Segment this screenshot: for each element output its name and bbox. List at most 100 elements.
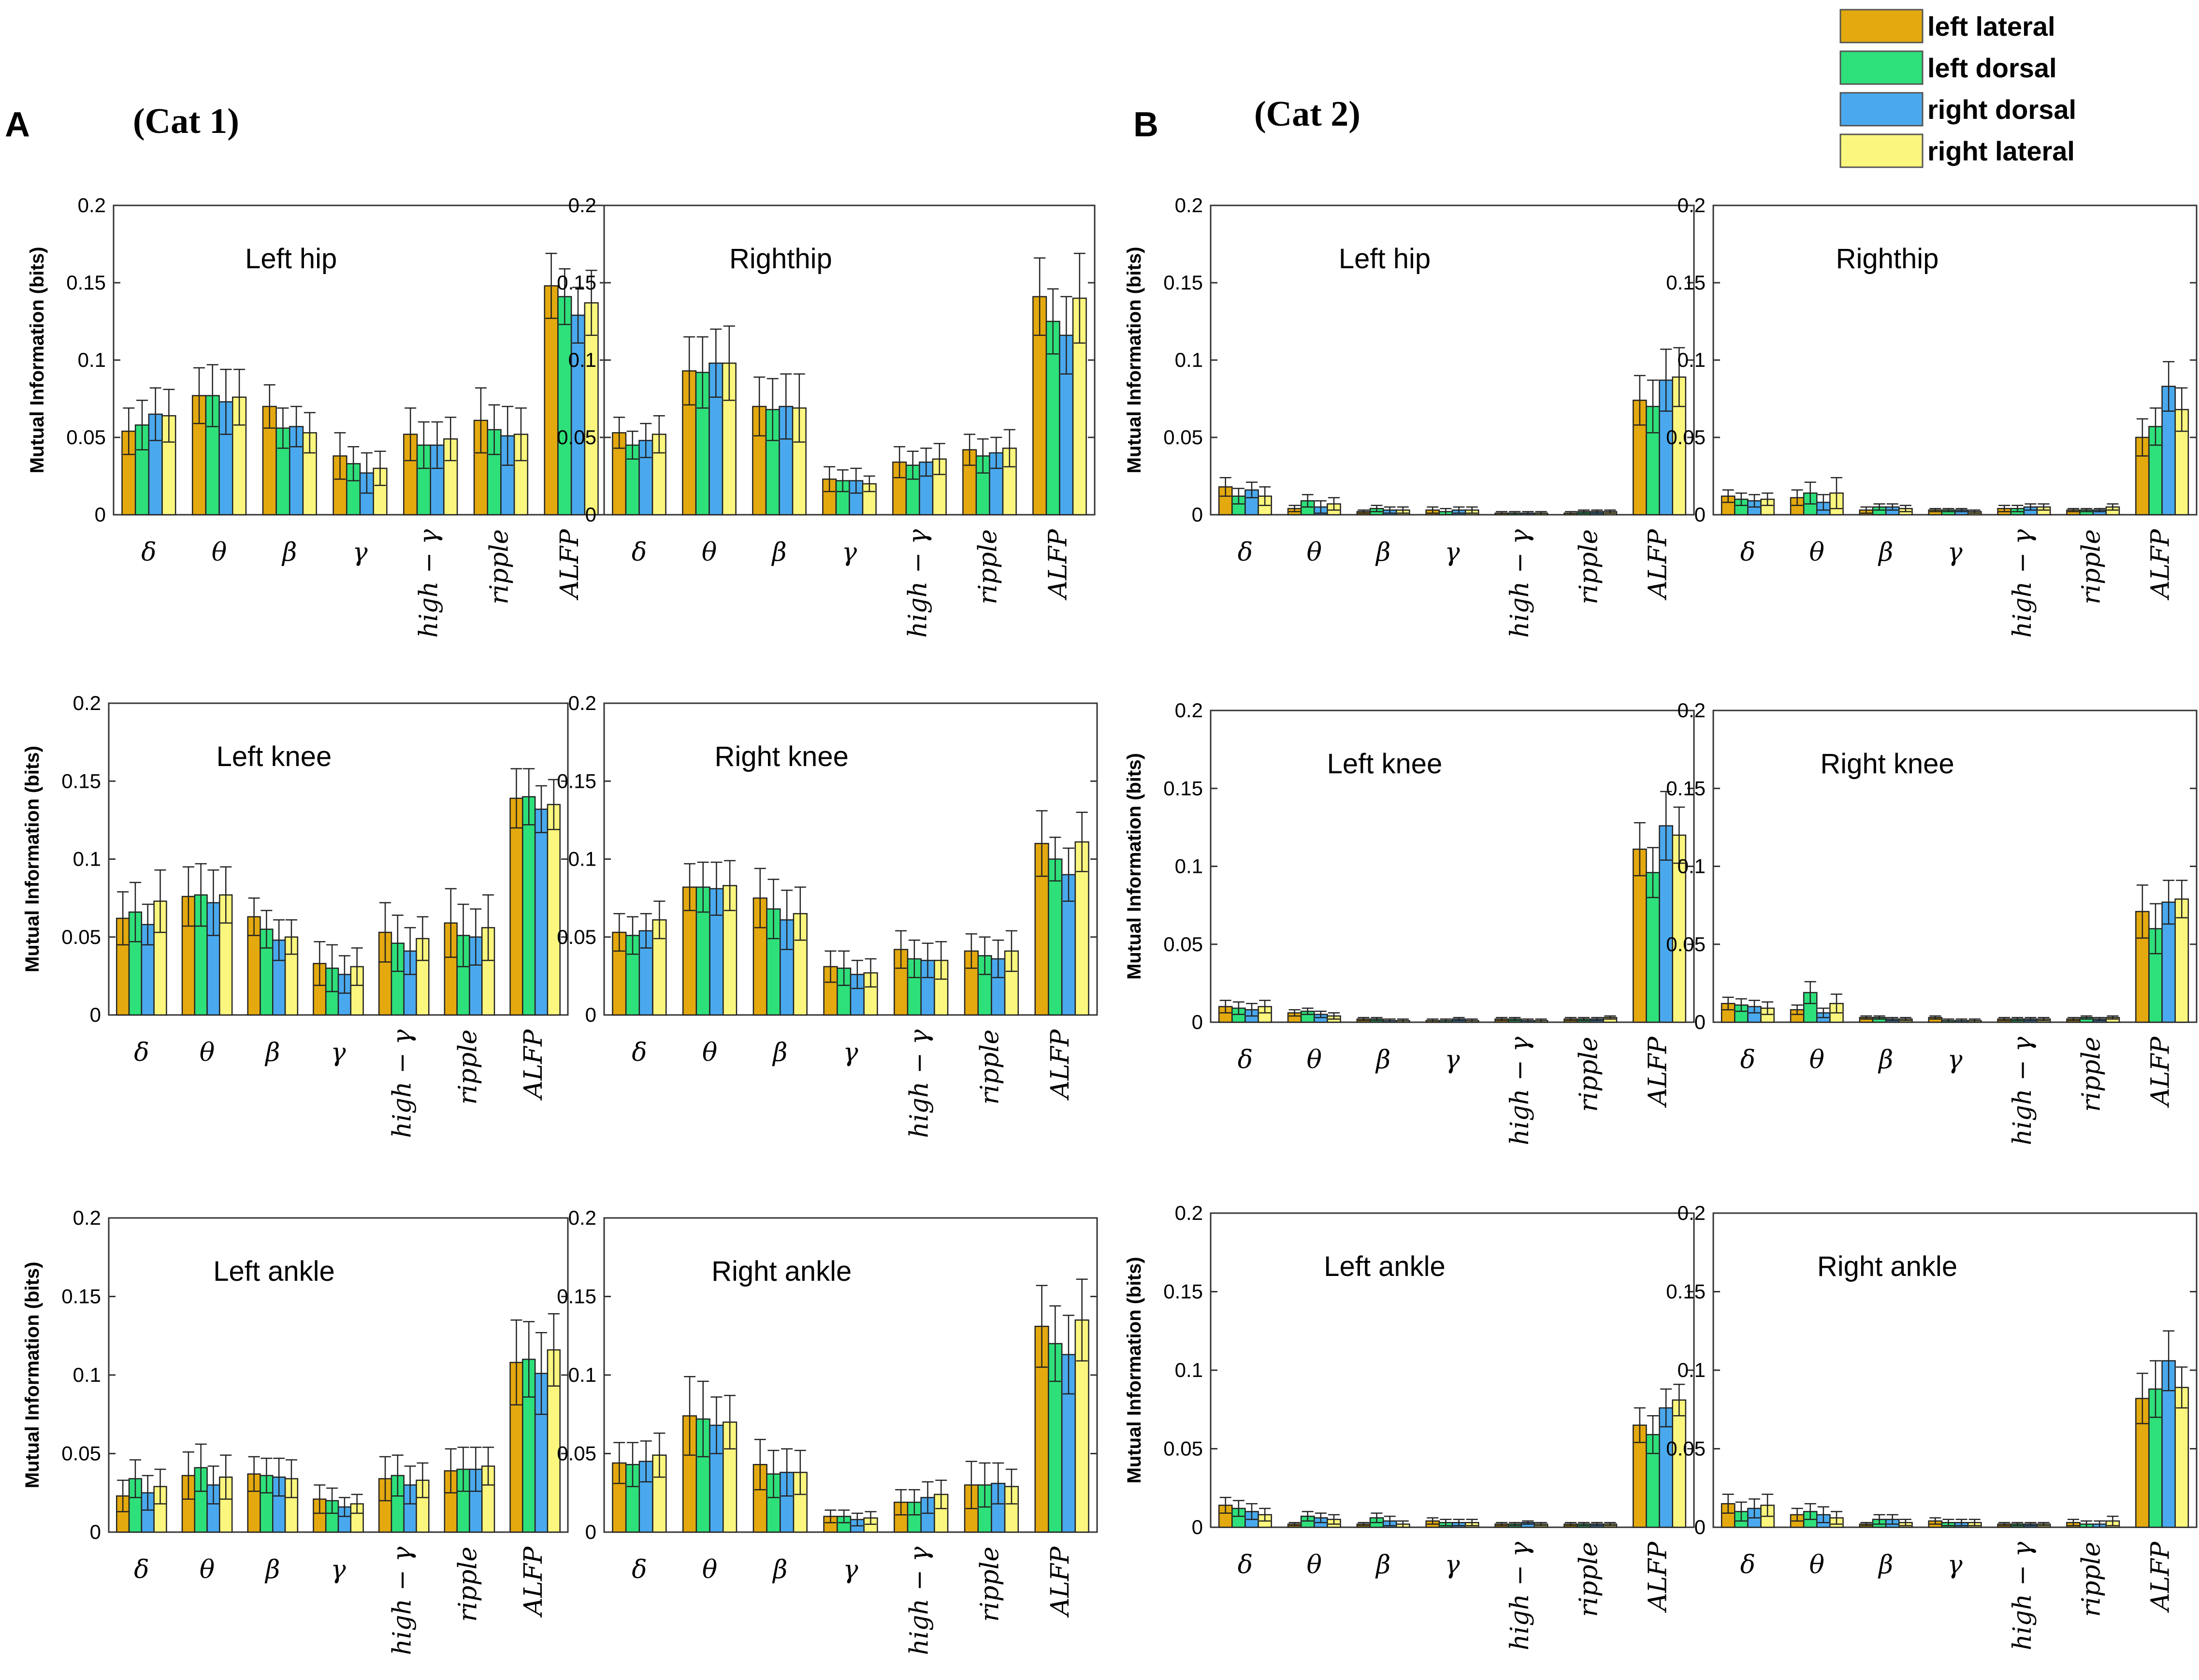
- y-tick-label: 0.15: [557, 1285, 596, 1308]
- axes-frame: [603, 204, 1096, 516]
- bar: [206, 902, 220, 1016]
- bar: [534, 809, 549, 1016]
- charts: 0 0.05 0.1 0.15 0.2 Left hip Mutual Informatio…: [22, 194, 2198, 1655]
- y-tick-label: 0: [1192, 1011, 1203, 1033]
- x-category-label: θ: [1809, 1045, 1824, 1074]
- legend-swatch-left-dorsal: [1839, 50, 1924, 85]
- y-tick-label: 0.15: [66, 271, 106, 294]
- y-tick-label: 0: [1694, 503, 1706, 526]
- bar: [1004, 1486, 1019, 1533]
- bar: [547, 804, 561, 1016]
- chart-title: Left knee: [217, 741, 332, 772]
- cat-label-b: (Cat 2): [1254, 94, 1360, 134]
- x-category-label: ripple: [2077, 529, 2106, 604]
- chart-title: Left ankle: [213, 1256, 335, 1287]
- y-tick-label: 0.1: [1175, 1359, 1203, 1381]
- y-tick-label: 0.1: [1678, 855, 1706, 878]
- chart-7: 0 0.05 0.1 0.15 0.2 Left hip Mutual Informatio…: [1124, 194, 1695, 638]
- chart-title: Left hip: [245, 243, 337, 275]
- x-category-label: δ: [141, 538, 156, 567]
- x-category-label: θ: [702, 538, 717, 567]
- x-category-label: ALFP: [1644, 1541, 1673, 1613]
- x-category-label: β: [1878, 1550, 1893, 1579]
- chart-title: Right knee: [1820, 748, 1954, 780]
- x-category-label: β: [771, 538, 786, 567]
- y-tick-label: 0: [585, 503, 596, 526]
- bar: [522, 796, 536, 1016]
- y-tick-label: 0.05: [1666, 426, 1706, 449]
- y-tick-label: 0.2: [1678, 194, 1706, 217]
- y-tick-label: 0: [1192, 1516, 1203, 1538]
- bar: [544, 285, 559, 516]
- y-tick-label: 0: [1694, 1516, 1706, 1538]
- x-category-label: ripple: [1575, 529, 1604, 604]
- x-category-label: ALFP: [1044, 529, 1073, 600]
- x-category-label: β: [772, 1555, 787, 1584]
- chart-1: 0 0.05 0.1 0.15 0.2 Left hip Mutual Informatio…: [27, 194, 608, 638]
- x-category-label: θ: [1809, 1550, 1824, 1579]
- x-category-label: ALFP: [2146, 1541, 2175, 1613]
- bar: [1048, 858, 1063, 1016]
- chart-12: 0 0.05 0.1 0.15 0.2 Right ankle δ θ β γ high − γ ri…: [1666, 1202, 2198, 1651]
- y-tick-label: 0.2: [1175, 194, 1203, 217]
- legend-label-left-dorsal: left dorsal: [1927, 53, 2057, 83]
- chart-11: 0 0.05 0.1 0.15 0.2 Left ankle Mutual Informat…: [1124, 1202, 1695, 1651]
- bar: [570, 314, 586, 516]
- x-category-label: δ: [632, 1555, 647, 1584]
- chart-title: Right knee: [715, 741, 849, 772]
- x-category-label: δ: [134, 1555, 149, 1584]
- y-tick-label: 0.1: [568, 1363, 596, 1386]
- x-category-label: ripple: [2077, 1037, 2106, 1112]
- x-category-label: δ: [632, 538, 647, 567]
- y-tick-label: 0.2: [1175, 699, 1203, 722]
- x-category-label: γ: [1445, 538, 1460, 567]
- x-category-label: ALFP: [555, 529, 584, 600]
- x-category-label: ALFP: [1644, 529, 1673, 600]
- x-category-label: ALFP: [2146, 529, 2175, 600]
- y-tick-label: 0: [95, 503, 106, 526]
- axes-frame: [1210, 204, 1695, 516]
- x-category-label: high − γ: [1505, 1036, 1534, 1145]
- y-tick-label: 0.2: [1175, 1202, 1203, 1224]
- x-category-label: ripple: [1575, 1542, 1604, 1617]
- x-category-label: ALFP: [519, 1546, 548, 1618]
- bar: [766, 1473, 781, 1533]
- x-category-label: γ: [842, 538, 857, 567]
- axes-frame: [1712, 204, 2198, 516]
- x-category-label: θ: [212, 538, 227, 567]
- bar: [337, 973, 352, 1016]
- chart-10: 0 0.05 0.1 0.15 0.2 Right knee δ θ β γ high − γ rip…: [1666, 699, 2198, 1145]
- legend-swatch-right-lateral: [1839, 133, 1924, 168]
- x-category-label: γ: [352, 538, 368, 567]
- legend-label-right-dorsal: right dorsal: [1927, 94, 2076, 125]
- bar: [378, 1478, 392, 1533]
- x-category-label: γ: [1445, 1045, 1460, 1074]
- y-tick-label: 0: [1694, 1011, 1706, 1033]
- chart-4: 0 0.05 0.1 0.15 0.2 Right knee δ θ β γ high − γ rip…: [557, 692, 1098, 1138]
- legend-label-right-lateral: right lateral: [1927, 136, 2075, 166]
- y-tick-label: 0.05: [1163, 426, 1203, 449]
- y-tick-label: 0.2: [568, 1206, 596, 1229]
- x-category-label: β: [1878, 538, 1893, 567]
- x-category-label: high − γ: [388, 1546, 417, 1655]
- legend-swatch-left-lateral: [1839, 9, 1924, 43]
- y-tick-label: 0.2: [78, 194, 106, 217]
- y-tick-label: 0: [1192, 503, 1203, 526]
- legend-swatch-right-dorsal: [1839, 92, 1924, 127]
- y-tick-label: 0.2: [1678, 1202, 1706, 1224]
- x-category-label: θ: [1307, 1045, 1322, 1074]
- x-category-label: high − γ: [1505, 1541, 1534, 1651]
- x-category-label: ripple: [2077, 1542, 2106, 1617]
- x-category-label: high − γ: [1505, 529, 1534, 638]
- y-tick-label: 0.1: [73, 848, 101, 870]
- x-category-label: θ: [702, 1038, 717, 1067]
- x-category-label: high − γ: [2008, 1036, 2037, 1145]
- y-tick-label: 0.2: [568, 692, 596, 714]
- y-tick-label: 0.2: [1678, 699, 1706, 722]
- y-tick-label: 0: [585, 1521, 596, 1543]
- y-tick-label: 0.15: [61, 769, 101, 792]
- y-tick-label: 0.2: [73, 692, 101, 714]
- chart-2: 0 0.05 0.1 0.15 0.2 Righthip δ θ β γ high − γ rippl…: [557, 194, 1096, 638]
- axes-frame: [1712, 710, 2198, 1023]
